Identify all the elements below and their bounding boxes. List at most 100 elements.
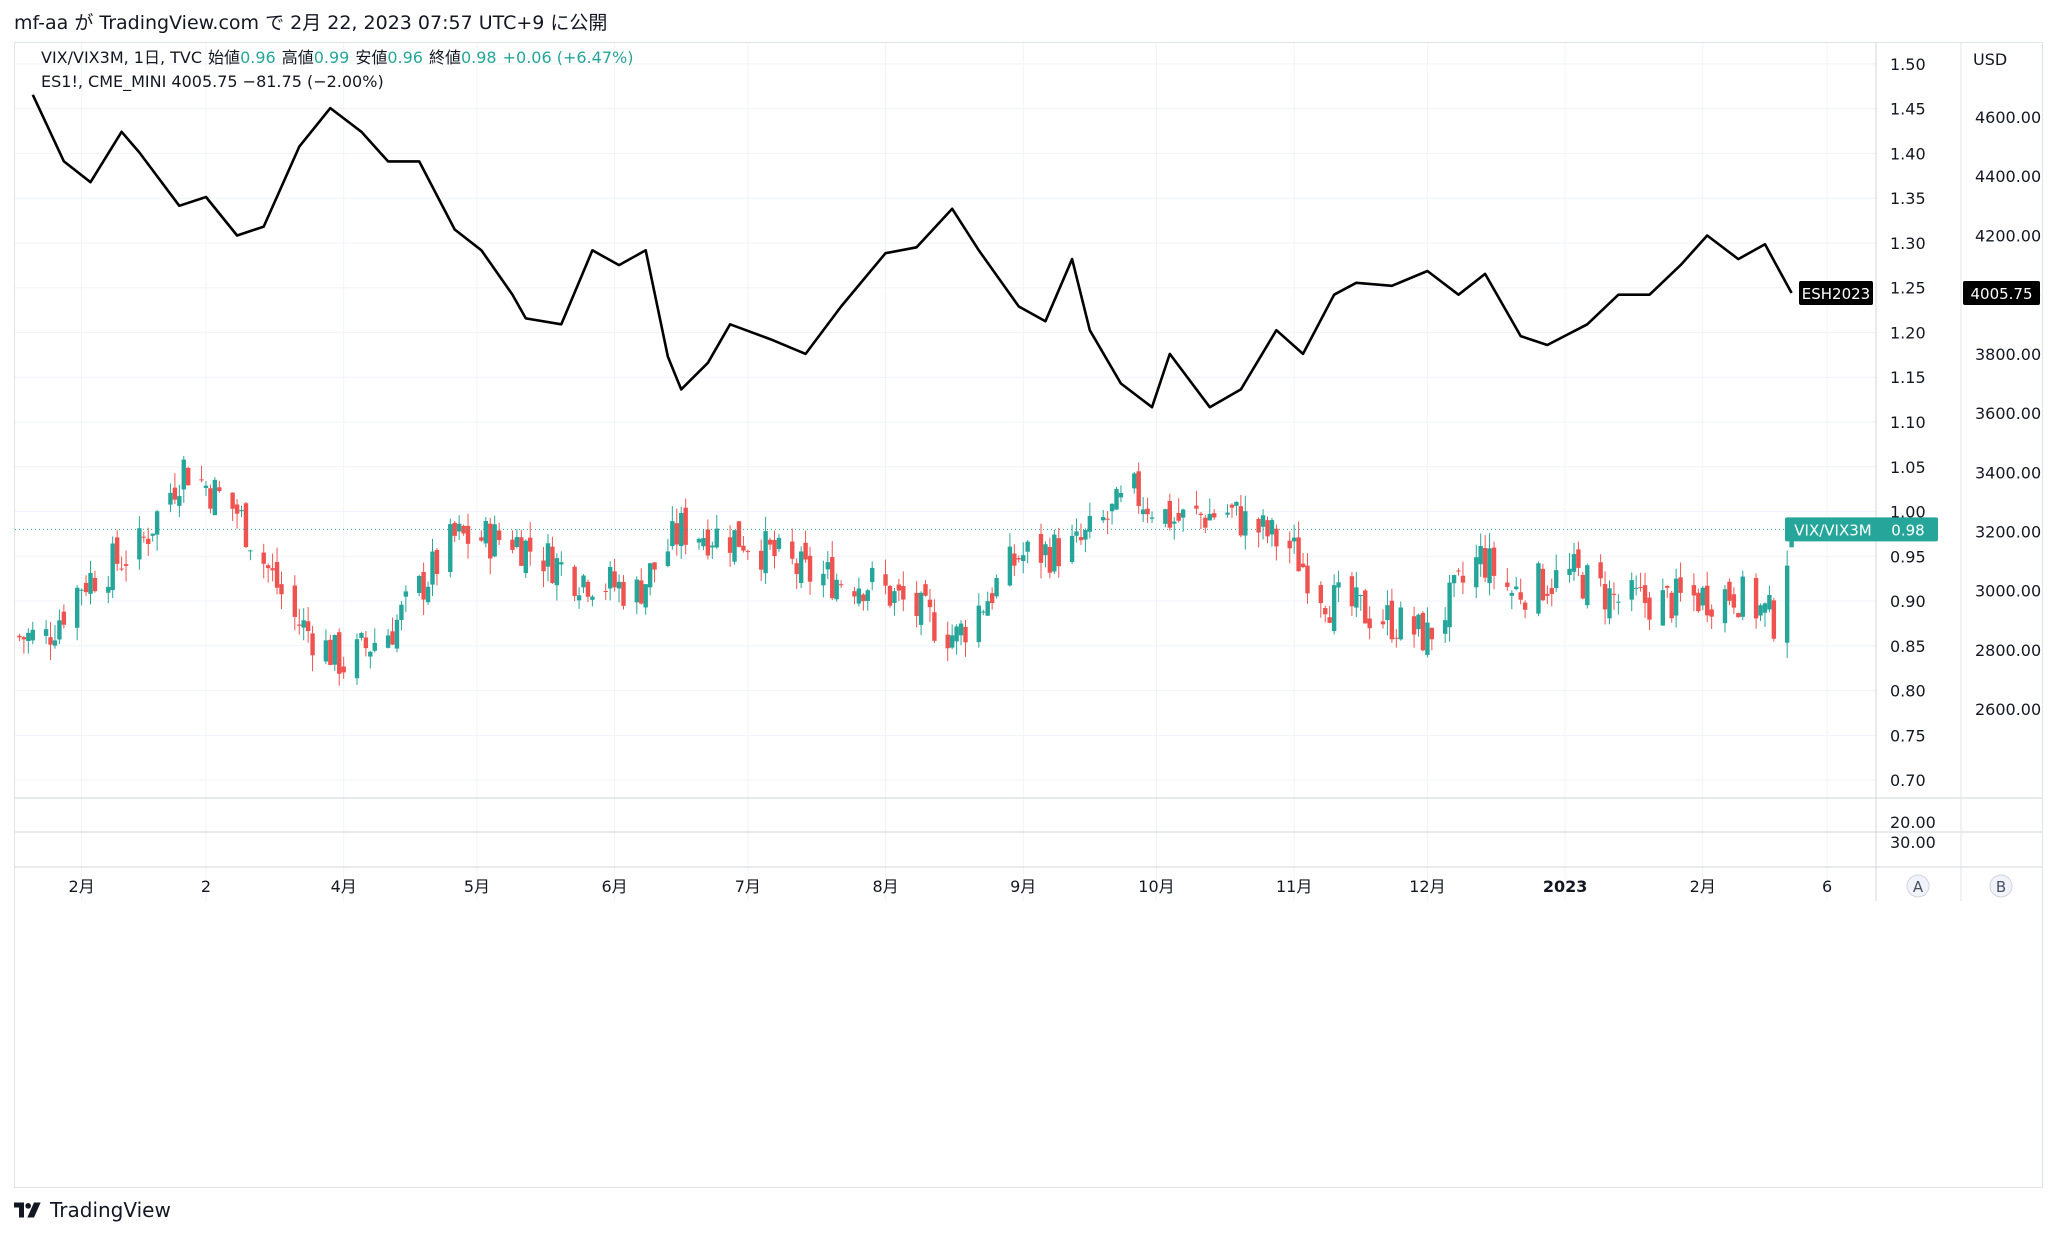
candle-body <box>1394 637 1399 639</box>
candle-body <box>1269 520 1275 535</box>
publish-header: mf-aa が TradingView.com で 2月 22, 2023 07… <box>14 12 608 34</box>
candle-body <box>1056 538 1061 567</box>
candle-body <box>1554 570 1559 589</box>
candle-body <box>119 568 124 570</box>
candle-body <box>1482 548 1488 578</box>
candle-body <box>1194 505 1199 509</box>
time-axis-label: 12月 <box>1409 877 1445 896</box>
legend-change: +0.06 (+6.47%) <box>502 48 634 67</box>
vix-candle <box>230 492 235 521</box>
candle-body <box>1118 492 1124 498</box>
vix-candle <box>1203 514 1208 533</box>
vix-candle <box>270 553 275 582</box>
candle-body <box>203 485 209 489</box>
candle-body <box>1731 594 1737 608</box>
vix-candle <box>1194 490 1199 515</box>
vix-candle <box>1145 497 1150 523</box>
legend-high-value: 0.99 <box>313 48 350 67</box>
vix-candle <box>1567 552 1572 583</box>
vix-candle <box>212 477 218 516</box>
candle-body <box>1545 593 1550 596</box>
candle-body <box>341 666 346 673</box>
legend-close-label: 終値 <box>428 48 461 67</box>
vix-candle <box>168 483 173 513</box>
candle-body <box>1327 617 1332 623</box>
vix-candle <box>217 480 222 493</box>
candle-body <box>123 564 129 566</box>
vix-candle <box>892 588 897 616</box>
vix-candle <box>390 617 395 646</box>
vix-axis-tick-label: 1.40 <box>1890 144 1926 163</box>
time-axis-label: 6 <box>1822 877 1832 896</box>
vix-candle <box>1571 542 1577 581</box>
candle-body <box>639 580 644 604</box>
vix-candle <box>279 571 284 610</box>
vix-candle <box>1074 518 1079 543</box>
candle-body <box>154 511 160 535</box>
time-axis-label: 2月 <box>1690 877 1716 896</box>
es-series-badge: ESH2023 4005.75 <box>1799 280 2040 305</box>
candle-body <box>696 538 702 543</box>
candle-body <box>1047 547 1053 573</box>
candle-body <box>239 510 244 512</box>
tradingview-footer[interactable]: TradingView <box>14 1194 171 1226</box>
vix-candle <box>776 534 782 552</box>
vix-value-badge <box>1878 517 1938 542</box>
vix-candle <box>43 620 49 644</box>
time-axis-label: 4月 <box>331 877 357 896</box>
candle-body <box>985 601 990 616</box>
candle-body <box>1087 515 1093 532</box>
vix-candle <box>21 635 27 654</box>
candle-body <box>1074 531 1079 536</box>
chart-frame[interactable]: 1.50 1.45 1.40 1.35 1.30 1.25 1.20 1.15 1.10 1.05… <box>14 42 2043 1188</box>
candle-body <box>1447 582 1452 628</box>
vix-candle <box>1602 571 1608 625</box>
vix-candle <box>1367 606 1372 640</box>
vix-candle <box>554 553 560 601</box>
candle-body <box>856 588 862 604</box>
vix-candle <box>1576 541 1581 577</box>
candle-body <box>1647 597 1652 620</box>
legend-vix[interactable]: VIX/VIX3M, 1日, TVC 始値0.96 高値0.99 安値0.96 終値0.… <box>41 47 639 69</box>
vix-candle <box>17 633 22 642</box>
vix-candle <box>1056 527 1061 578</box>
vix-candle <box>923 579 928 597</box>
vix-candle <box>1229 503 1235 518</box>
vix-candle <box>265 563 271 583</box>
vix-candle <box>274 547 280 595</box>
candle-body <box>1491 547 1497 576</box>
vix-candle <box>1700 585 1705 611</box>
legend-es[interactable]: ES1!, CME_MINI 4005.75 −81.75 (−2.00%) <box>41 71 390 93</box>
candle-body <box>981 611 986 613</box>
candle-body <box>421 571 426 600</box>
vix-candle <box>949 624 955 650</box>
vix-candle <box>870 561 875 591</box>
log-scale-button[interactable]: B <box>1989 874 2013 898</box>
legend-open-label: 始値 <box>208 48 241 67</box>
vix-candle <box>670 506 675 550</box>
vix-candle <box>1394 629 1399 648</box>
vix-candle <box>838 580 844 588</box>
auto-scale-button[interactable]: A <box>1906 874 1930 898</box>
candle-body <box>261 552 266 564</box>
candle-body <box>803 542 808 560</box>
vix-candle <box>1616 594 1621 615</box>
vix-candle <box>452 520 457 543</box>
vix-name-badge <box>1785 517 1881 542</box>
candle-body <box>865 590 870 601</box>
vix-candle <box>1673 568 1679 628</box>
candle-body <box>1536 563 1541 614</box>
candle-body <box>798 551 804 584</box>
vix-candle <box>1358 594 1363 611</box>
vix-candle <box>639 568 644 605</box>
chart-canvas[interactable]: 1.50 1.45 1.40 1.35 1.30 1.25 1.20 1.15 1.10 1.05… <box>15 43 2042 1187</box>
vix-candle <box>297 608 302 635</box>
vix-candle <box>590 595 595 607</box>
candle-body <box>1474 557 1479 588</box>
candle-body <box>1380 621 1386 625</box>
vix-candle <box>385 629 391 649</box>
vix-series-badge: VIX/VIX3M 0.98 <box>1785 517 1938 542</box>
vix-candle <box>901 571 906 612</box>
vix-candle <box>341 656 346 679</box>
